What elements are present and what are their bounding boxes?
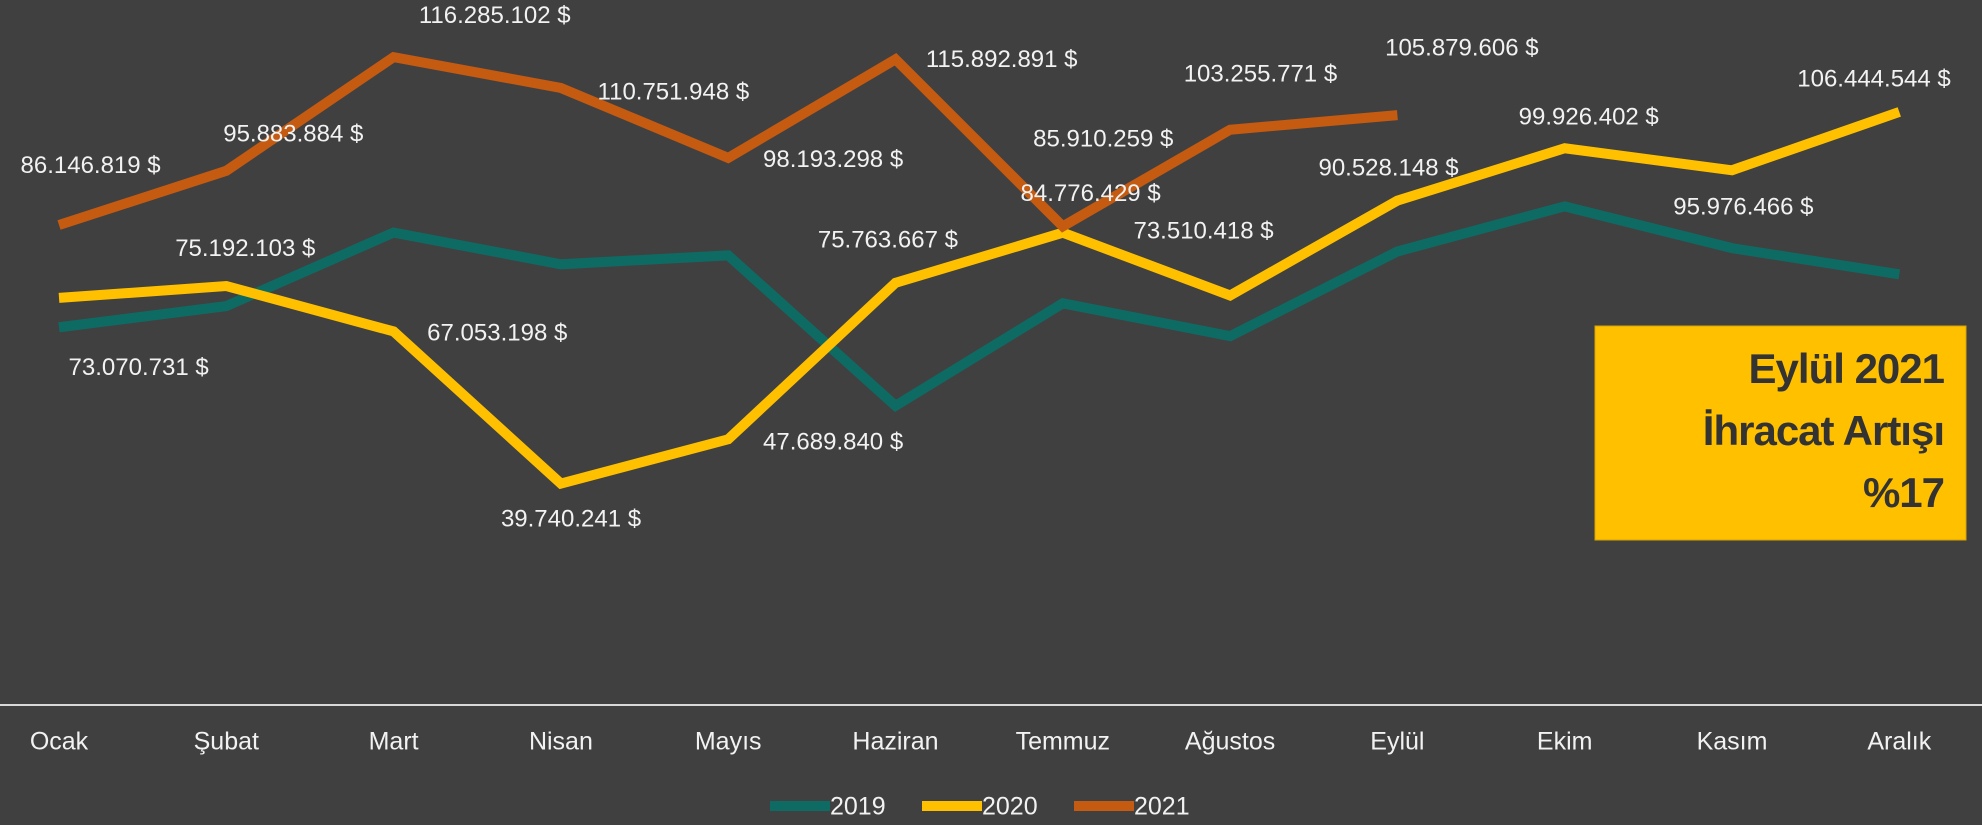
legend-label: 2020 (982, 793, 1038, 821)
x-tick-label: Ekim (1537, 728, 1593, 756)
x-tick-label: Mayıs (695, 728, 762, 756)
x-tick-label: Eylül (1370, 728, 1424, 756)
data-label: 103.255.771 $ (1184, 61, 1337, 88)
data-label: 73.510.418 $ (1133, 218, 1273, 245)
data-label: 99.926.402 $ (1519, 103, 1659, 130)
x-tick-label: Şubat (194, 728, 259, 756)
data-label: 85.910.259 $ (1033, 126, 1173, 153)
data-label: 116.285.102 $ (419, 2, 571, 29)
series-line (58, 201, 1901, 413)
x-tick-label: Ağustos (1185, 728, 1275, 756)
data-label: 95.976.466 $ (1673, 194, 1813, 221)
data-label: 75.763.667 $ (818, 227, 958, 254)
annotation-box (1594, 325, 1967, 541)
annotation-text: Eylül 2021 (1749, 345, 1945, 392)
data-label: 95.883.884 $ (223, 121, 363, 148)
data-label: 75.192.103 $ (175, 235, 315, 262)
data-label: 84.776.429 $ (1021, 180, 1161, 207)
data-label: 110.751.948 $ (598, 78, 750, 105)
series-line (57, 51, 1398, 233)
legend-label: 2019 (830, 793, 886, 821)
annotation-text: İhracat Artışı (1703, 407, 1944, 454)
x-tick-label: Nisan (529, 728, 593, 756)
data-label: 47.689.840 $ (763, 428, 903, 455)
data-label: 39.740.241 $ (501, 506, 641, 533)
data-label: 86.146.819 $ (21, 152, 161, 179)
series-line (58, 107, 1901, 490)
data-label: 73.070.731 $ (69, 354, 209, 381)
x-tick-label: Aralık (1867, 728, 1931, 756)
x-tick-label: Mart (369, 728, 419, 756)
annotation-text: %17 (1863, 469, 1944, 516)
x-tick-label: Ocak (30, 728, 89, 756)
x-tick-label: Haziran (852, 728, 938, 756)
x-tick-label: Kasım (1697, 728, 1768, 756)
data-label: 115.892.891 $ (926, 46, 1078, 73)
data-label: 98.193.298 $ (763, 146, 903, 173)
legend-label: 2021 (1134, 793, 1190, 821)
data-label: 106.444.544 $ (1797, 66, 1950, 93)
data-label: 90.528.148 $ (1318, 154, 1458, 181)
data-label: 67.053.198 $ (427, 319, 567, 346)
x-tick-label: Temmuz (1016, 728, 1110, 756)
data-label: 105.879.606 $ (1385, 35, 1538, 62)
